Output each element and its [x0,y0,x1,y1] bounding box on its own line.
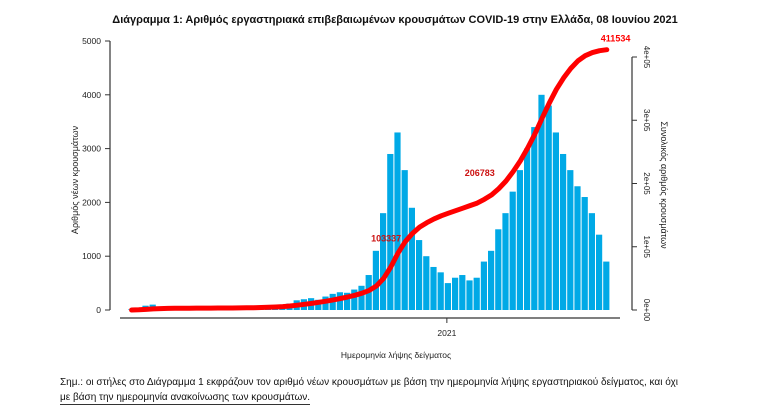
covid-cases-chart: Διάγραμμα 1: Αριθμός εργαστηριακά επιβεβ… [70,14,678,360]
y2-tick-label: 4e+05 [642,46,651,69]
y-tick-label: 1000 [82,251,101,261]
y2-axis-label: Συνολικός αριθμός κρουσμάτων [659,121,669,249]
bar [466,280,473,310]
bar [408,207,415,310]
bar [344,292,351,310]
x-axis-label: Ημερομηνία λήψης δείγματος [341,350,451,360]
y-tick-label: 4000 [82,90,101,100]
bar [459,275,466,310]
bar [452,277,459,310]
bar [552,132,559,310]
y-axis-label: Αριθμός νέων κρουσμάτων [70,125,80,234]
footnote-line-2: με βάση την ημερομηνία ανακοίνωσης των κ… [60,392,311,405]
bar [545,105,552,310]
bar [480,261,487,310]
bar [509,191,516,310]
bar [574,186,581,310]
bar [560,153,567,310]
cumulative-annotation: 103337 [371,234,401,244]
y2-tick-label: 3e+05 [642,109,651,132]
bar [596,234,603,310]
y2-tick-label: 2e+05 [642,172,651,195]
y-tick-label: 5000 [82,36,101,46]
bar [495,229,502,310]
y2-tick-label: 0e+00 [642,299,651,322]
y-tick-label: 2000 [82,197,101,207]
bar [473,277,480,310]
bar [416,240,423,310]
bar [387,153,394,310]
bar [581,197,588,310]
bar [538,94,545,310]
y-tick-label: 3000 [82,144,101,154]
bar [567,170,574,310]
bar [394,132,401,310]
bar [588,213,595,310]
bar [524,148,531,310]
bar [372,250,379,310]
bar [488,250,495,310]
bar [380,213,387,310]
y2-tick-label: 1e+05 [642,236,651,259]
bar [423,256,430,310]
cumulative-annotation: 411534 [601,34,631,44]
cumulative-annotation: 206783 [465,168,495,178]
x-tick-label: 2021 [437,328,456,338]
bar [437,272,444,310]
bar [430,266,437,310]
axes: 0 1000 2000 3000 4000 5000 2021 0e+00 1e+05 2e+05… [82,36,651,338]
bar [444,283,451,310]
y-tick-label: 0 [96,305,101,315]
chart-title: Διάγραμμα 1: Αριθμός εργαστηριακά επιβεβ… [112,14,677,26]
cumulative-line-group: 103337 206783 411534 [129,34,631,313]
cumulative-line [129,47,610,313]
bar [531,127,538,310]
bar [516,170,523,310]
footnote-line-1: Σημ.: οι στήλες στο Διάγραμμα 1 εκφράζου… [60,377,678,388]
bar [502,213,509,310]
bar [358,285,365,310]
bar [351,289,358,310]
bar [603,261,610,310]
